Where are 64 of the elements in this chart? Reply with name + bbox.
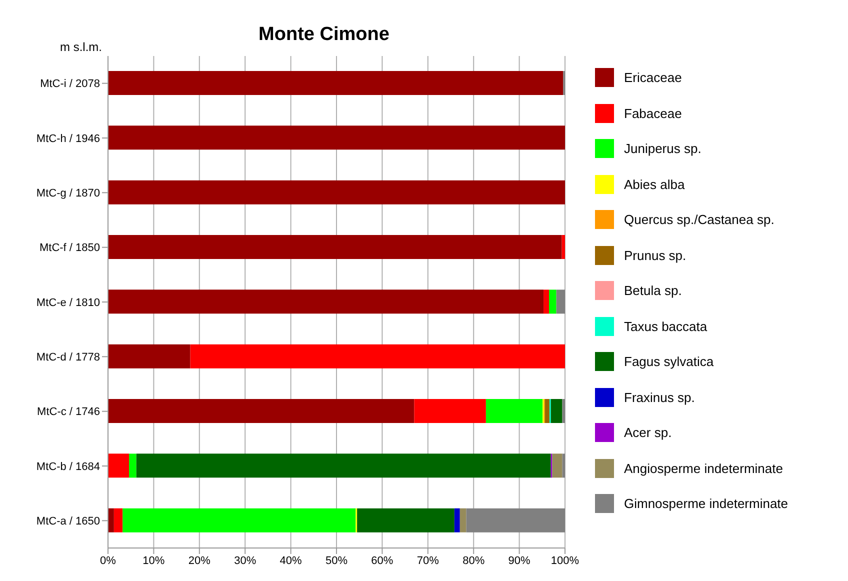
chart-title: Monte Cimone: [258, 24, 390, 45]
legend-label: Fraxinus sp.: [624, 390, 695, 404]
x-tick-label: 70%: [416, 554, 440, 567]
bar: [549, 290, 556, 314]
bar: [108, 180, 565, 204]
y-tick-label: MtC-f / 1850: [39, 242, 100, 254]
x-tick-label: 20%: [188, 554, 211, 567]
bar: [108, 235, 562, 259]
bar: [129, 454, 136, 478]
bar: [556, 290, 565, 314]
x-tick-label: 60%: [371, 554, 394, 567]
bar: [454, 508, 460, 532]
bar: [108, 290, 544, 314]
legend-label: Betula sp.: [624, 283, 682, 298]
bar: [414, 399, 486, 423]
legend-label: Gimnosperme indeterminate: [624, 496, 788, 511]
x-tick-label: 40%: [280, 554, 302, 567]
legend-label: Taxus baccata: [624, 318, 708, 334]
x-tick-label: 10%: [142, 554, 165, 567]
bar: [108, 454, 130, 478]
y-tick-label: MtC-a / 1650: [36, 516, 100, 528]
bar: [544, 399, 550, 423]
y-tick-label: MtC-i / 2078: [40, 78, 100, 90]
bar: [544, 290, 550, 314]
legend-label: Acer sp.: [624, 425, 672, 440]
bar: [466, 508, 565, 532]
legend-label: Juniperus sp.: [624, 141, 702, 156]
y-tick-label: MtC-b / 1684: [36, 460, 100, 473]
y-axis-title: m s.l.m.: [60, 40, 102, 54]
legend-label: Fabaceae: [624, 106, 682, 120]
bar: [108, 344, 190, 368]
bar: [460, 508, 466, 532]
legend-label: Ericaceae: [624, 70, 682, 85]
y-tick-label: MtC-g / 1870: [36, 188, 100, 200]
bar: [486, 399, 543, 423]
legend-label: Abies alba: [624, 176, 685, 192]
bar: [108, 71, 564, 95]
bar: [108, 508, 114, 532]
bar: [562, 454, 565, 478]
x-tick-label: 30%: [234, 554, 256, 567]
bar: [562, 235, 565, 259]
bar: [108, 126, 565, 150]
bar: [190, 344, 565, 368]
bar: [550, 399, 562, 423]
bar: [552, 454, 562, 478]
bar: [136, 454, 551, 478]
y-tick-label: MtC-c / 1746: [37, 406, 100, 418]
bar: [108, 399, 414, 423]
x-tick-label: 0%: [100, 554, 116, 567]
bar: [114, 508, 123, 532]
x-tick-label: 100%: [550, 554, 580, 567]
bar: [122, 508, 356, 532]
legend-label: Fagus sylvatica: [624, 354, 714, 369]
y-tick-label: MtC-e / 1810: [36, 296, 100, 309]
legend-label: Prunus sp.: [624, 248, 686, 262]
y-tick-label: MtC-h / 1946: [36, 132, 100, 145]
bar: [562, 399, 565, 423]
y-tick-label: MtC-d / 1778: [36, 352, 100, 364]
legend-label: Angiosperme indeterminate: [624, 460, 783, 476]
bar: [357, 508, 454, 532]
x-tick-label: 50%: [325, 554, 348, 567]
x-tick-label: 90%: [508, 554, 531, 567]
legend-label: Quercus sp./Castanea sp.: [624, 212, 774, 227]
x-tick-label: 80%: [462, 554, 485, 567]
